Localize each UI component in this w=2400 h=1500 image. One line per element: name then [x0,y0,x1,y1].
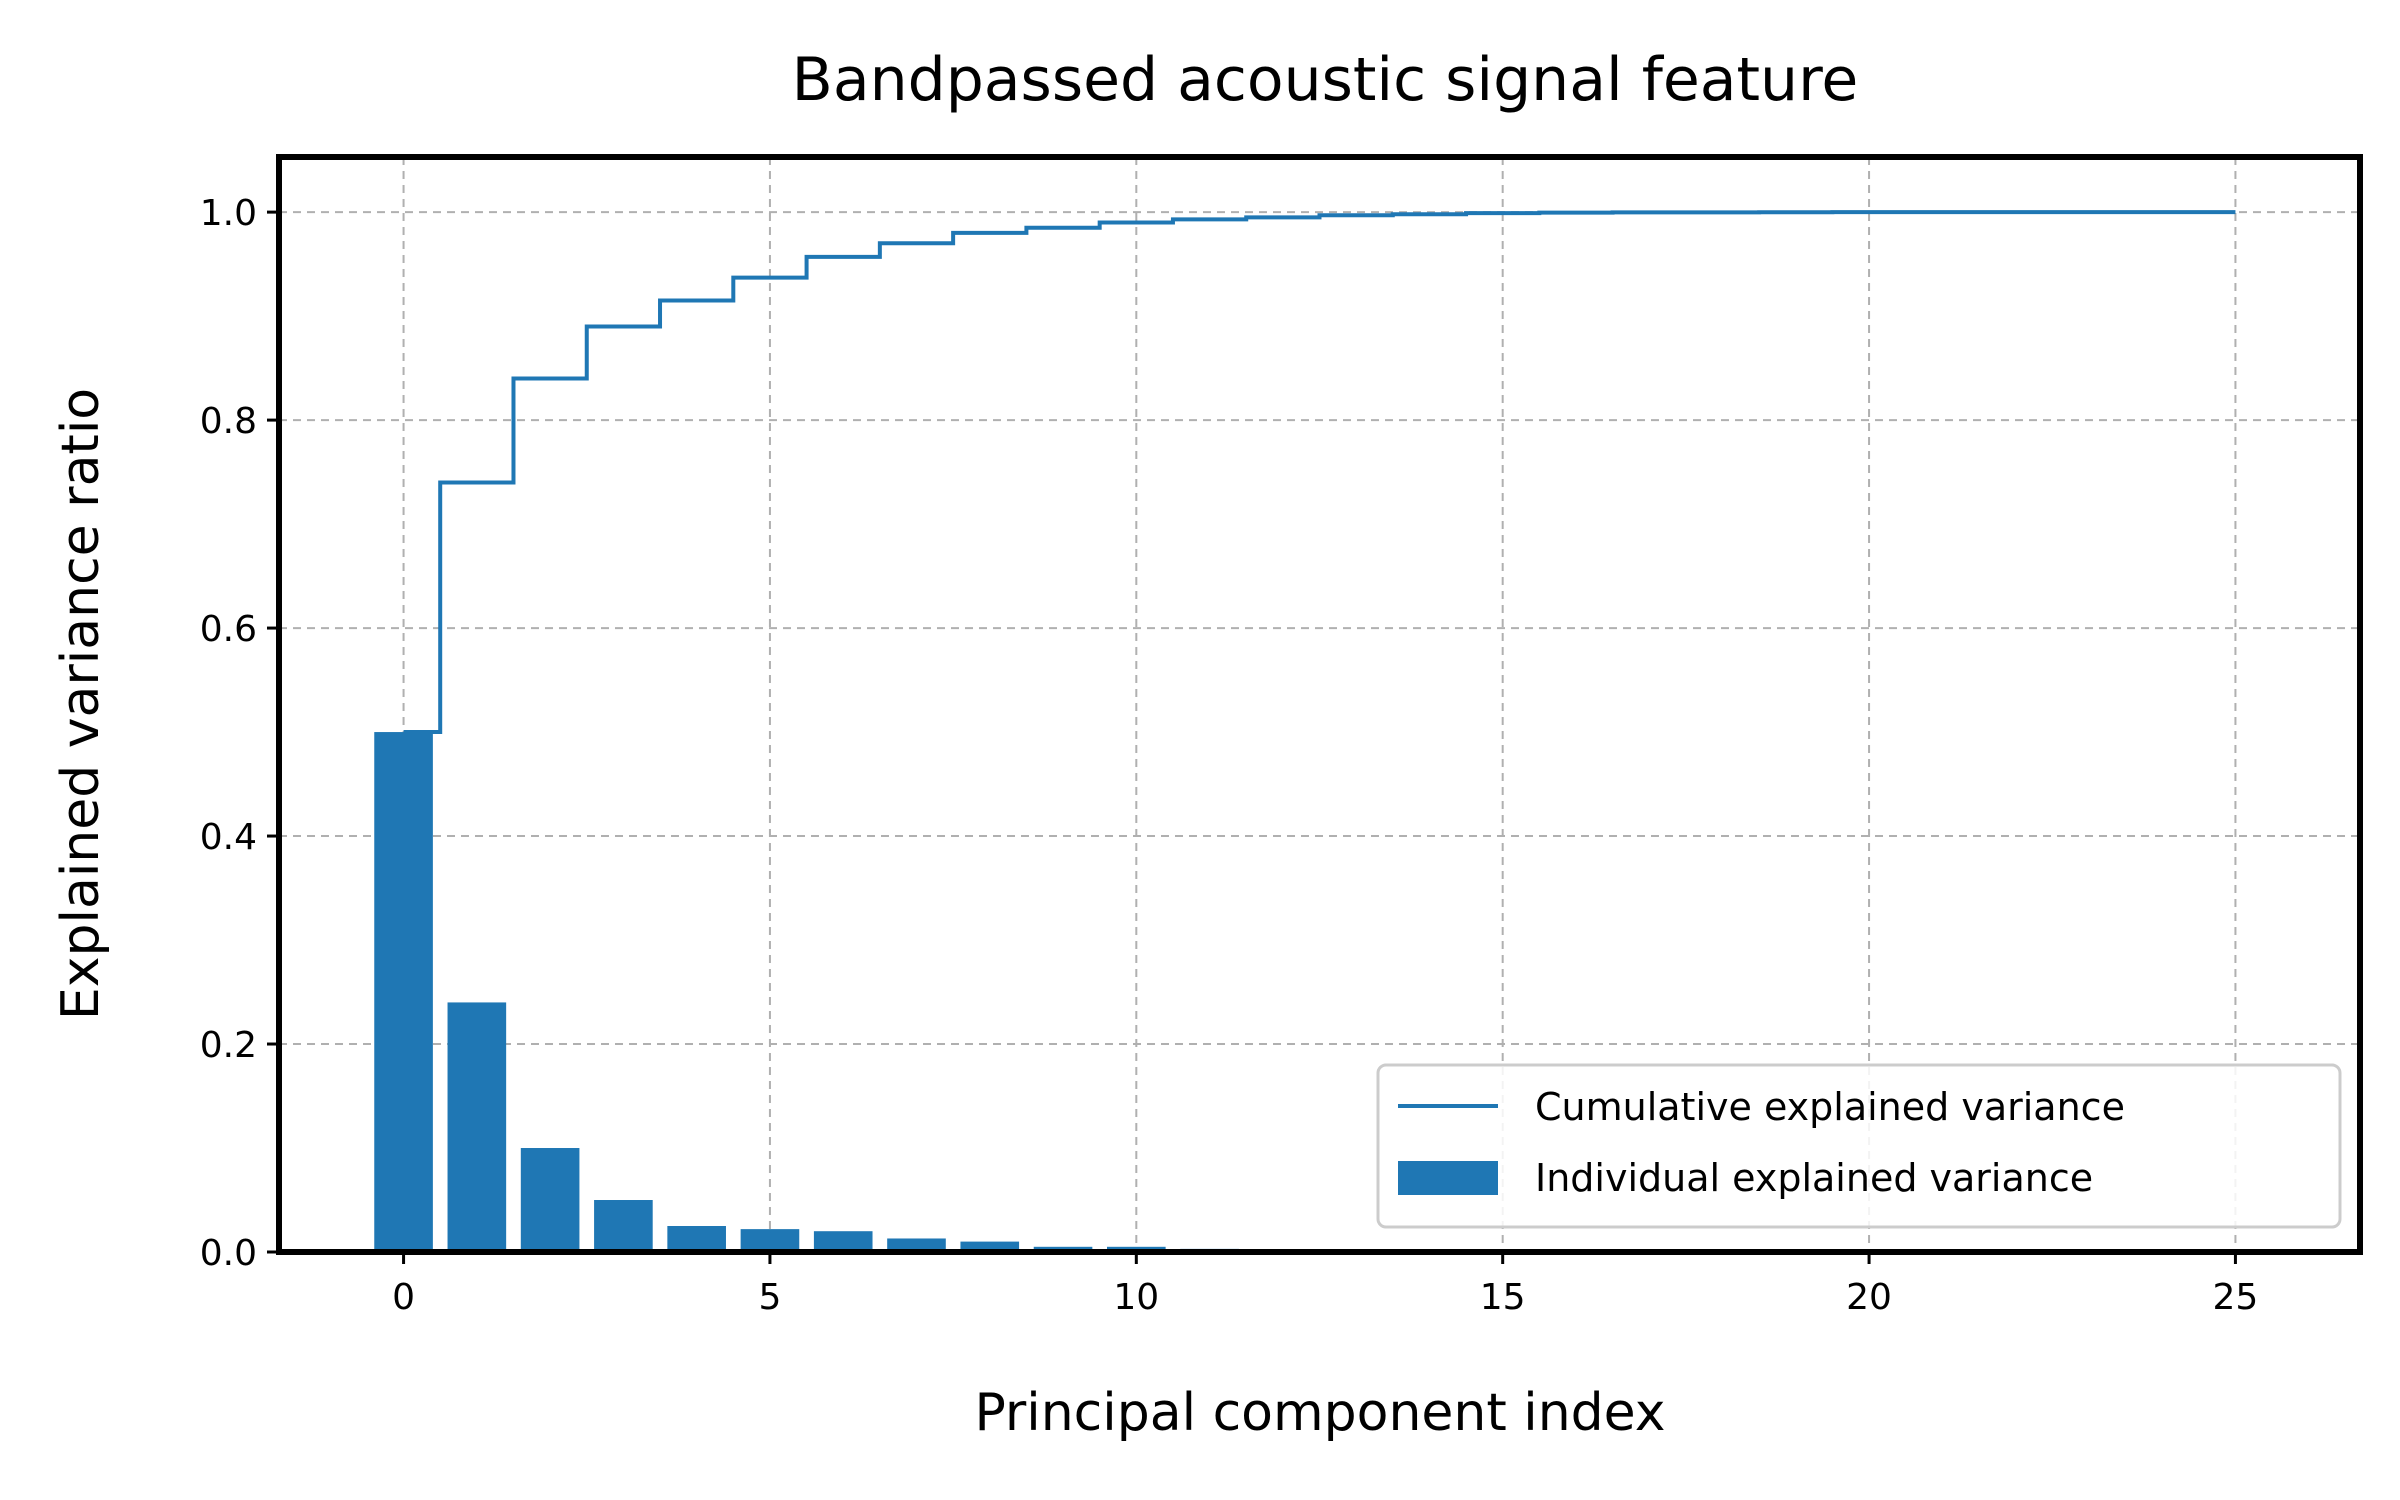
plot-frame [276,154,2363,1255]
y-axis-label: Explained variance ratio [51,388,111,1020]
x-tick-label: 15 [1480,1277,1526,1318]
x-tick-label: 20 [1846,1277,1892,1318]
bar-component-4 [667,1226,726,1252]
bar-component-1 [447,1002,507,1252]
legend-label-individual: Individual explained variance [1535,1156,2093,1200]
bar-component-7 [887,1238,946,1252]
y-tick-label: 0.2 [200,1025,257,1066]
bar-component-0 [374,732,433,1252]
bar-component-6 [813,1231,873,1252]
y-tick-label: 0.6 [200,609,257,650]
x-tick-label: 10 [1113,1277,1159,1318]
y-tick-label: 0.4 [200,817,257,858]
legend-swatch-individual [1398,1161,1498,1195]
legend-box [1376,1063,2342,1229]
lines-group [403,210,2236,735]
y-axis-ticks: 0.0 0.2 0.4 0.6 0.8 1.0 [200,193,279,1274]
y-tick-label: 1.0 [200,193,257,234]
y-tick-label: 0.0 [200,1233,257,1274]
bar-component-3 [594,1200,653,1252]
bar-component-2 [520,1148,580,1252]
y-tick-label: 0.8 [200,401,257,442]
bar-component-5 [740,1229,800,1252]
x-tick-label: 0 [392,1277,415,1318]
x-tick-label: 5 [758,1277,781,1318]
legend-label-cumulative: Cumulative explained variance [1535,1085,2125,1129]
x-axis-label: Principal component index [974,1383,1665,1443]
cumulative-variance-line [403,210,2236,735]
legend: Cumulative explained variance Individual… [1376,1063,2342,1229]
x-axis-ticks: 0 5 10 15 20 25 [392,1252,2258,1318]
bar-component-8 [960,1241,1020,1252]
chart-title: Bandpassed acoustic signal feature [792,45,1859,115]
bars-group [374,732,2192,1252]
x-tick-label: 25 [2213,1277,2259,1318]
